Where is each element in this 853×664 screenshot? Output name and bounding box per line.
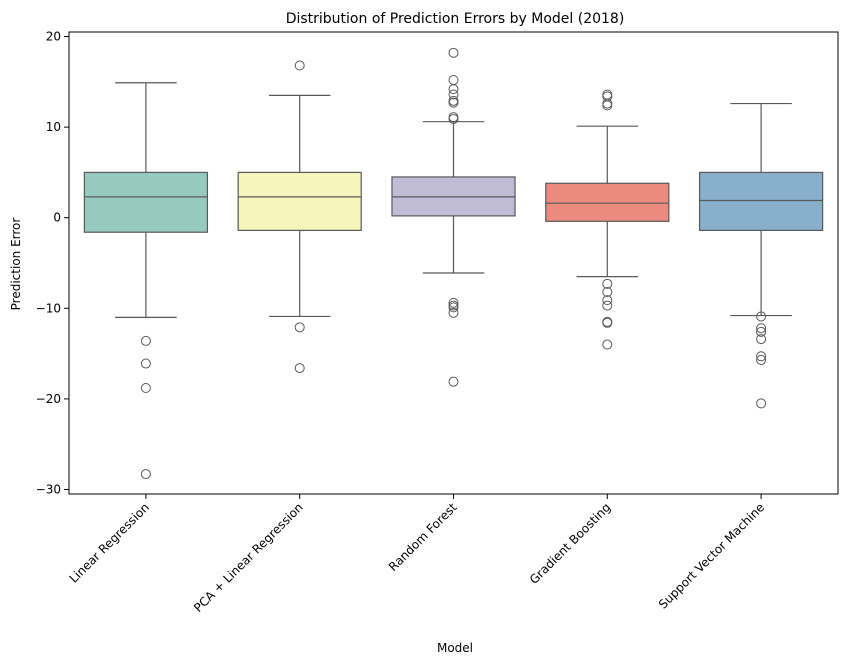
- outlier-point: [448, 307, 459, 318]
- y-tick-label: 20: [46, 30, 61, 44]
- outlier-point: [448, 297, 459, 308]
- y-tick-label: −10: [36, 301, 61, 315]
- outlier-point: [602, 295, 613, 306]
- outlier-point: [448, 89, 459, 100]
- outlier-point: [602, 300, 613, 311]
- outlier-point: [448, 376, 459, 387]
- iqr-box: [83, 171, 209, 233]
- x-tick-label: Linear Regression: [67, 500, 152, 585]
- y-tick-label: 0: [53, 211, 61, 225]
- outlier-point: [756, 311, 767, 322]
- x-tick-label: PCA + Linear Regression: [191, 500, 306, 615]
- outlier-point: [602, 100, 613, 111]
- outlier-point: [602, 286, 613, 297]
- x-axis-label: Model: [437, 641, 473, 655]
- x-tick-label: Support Vector Machine: [656, 500, 767, 611]
- chart-title: Distribution of Prediction Errors by Mod…: [286, 11, 625, 27]
- outlier-point: [140, 469, 151, 480]
- outlier-point: [448, 113, 459, 124]
- outlier-point: [448, 302, 459, 313]
- x-tick-label: Random Forest: [386, 500, 460, 574]
- plot-area: 20 10 0 −10 −20 −30 Linear Regression PCA + Lin…: [36, 30, 839, 615]
- outlier-point: [602, 317, 613, 328]
- outlier-point: [448, 47, 459, 58]
- outlier-point: [756, 354, 767, 365]
- outlier-point: [756, 326, 767, 337]
- y-axis-label: Prediction Error: [9, 218, 23, 311]
- outlier-point: [294, 322, 305, 333]
- outlier-point: [756, 323, 767, 334]
- outlier-point: [602, 278, 613, 289]
- outlier-point: [140, 335, 151, 346]
- outlier-point: [294, 363, 305, 374]
- outlier-point: [448, 97, 459, 108]
- outlier-point: [448, 84, 459, 95]
- x-tick-label: Gradient Boosting: [527, 500, 614, 587]
- outlier-point: [756, 398, 767, 409]
- iqr-box: [545, 182, 670, 222]
- outlier-point: [756, 351, 767, 362]
- y-tick-label: 10: [46, 120, 61, 134]
- iqr-box: [237, 171, 362, 231]
- y-tick-label: −20: [36, 392, 61, 406]
- outlier-point: [140, 383, 151, 394]
- y-tick-label: −30: [36, 482, 61, 496]
- iqr-box: [698, 171, 824, 231]
- outlier-point: [294, 60, 305, 71]
- outlier-point: [602, 339, 613, 350]
- outlier-point: [140, 358, 151, 369]
- outlier-point: [448, 75, 459, 86]
- outlier-point: [756, 334, 767, 345]
